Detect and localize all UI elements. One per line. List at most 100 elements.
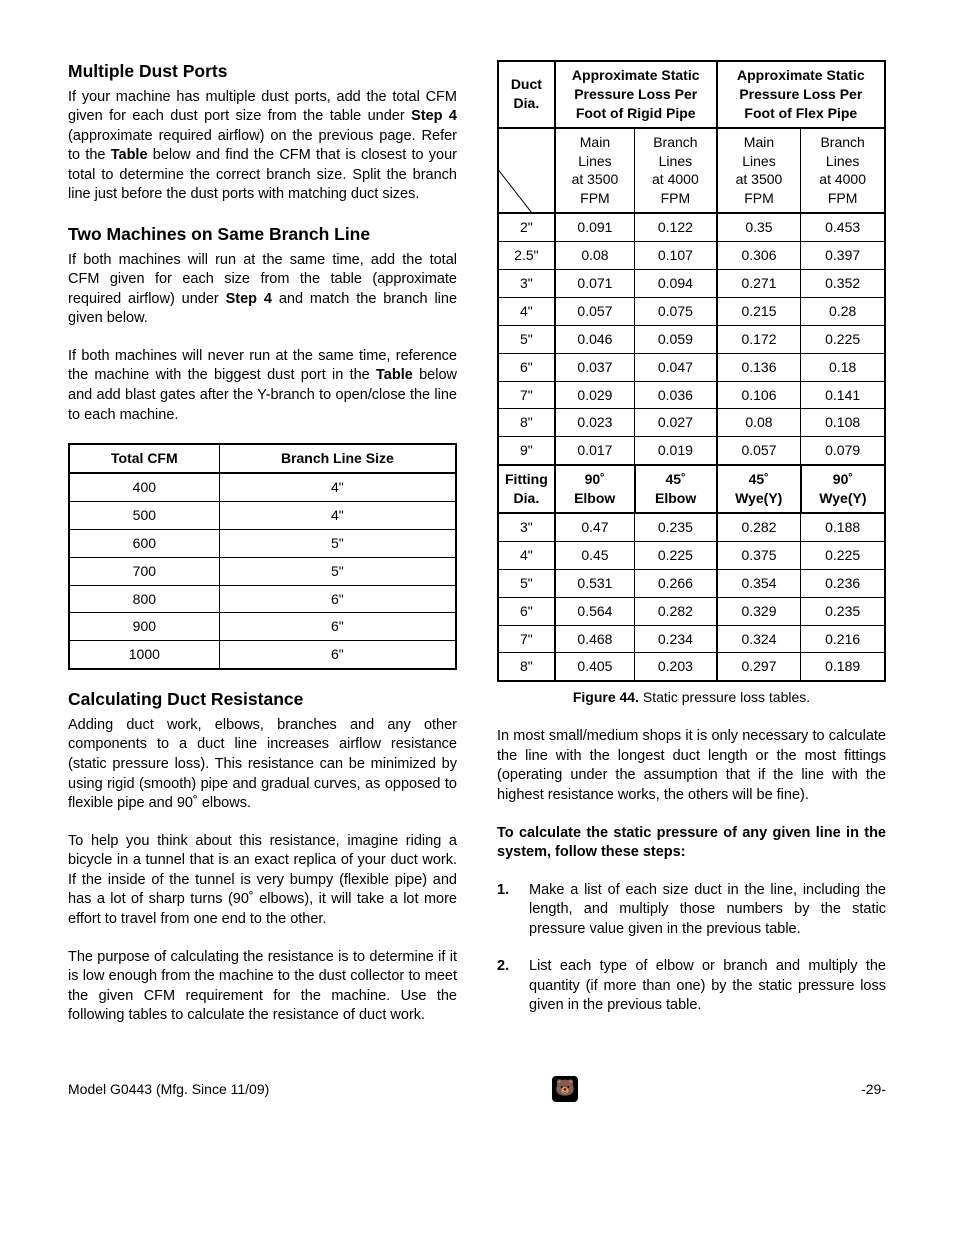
table-header: Total CFM	[69, 444, 219, 473]
table-cell: 6"	[219, 641, 456, 669]
table-cell: 6"	[498, 353, 555, 381]
bear-logo-icon: 🐻	[552, 1076, 578, 1102]
table-cell: 0.017	[555, 437, 635, 465]
table-cell: 0.057	[717, 437, 801, 465]
table-cell: 700	[69, 557, 219, 585]
table-cell: 0.215	[717, 297, 801, 325]
table-subheader: MainLinesat 3500FPM	[555, 128, 635, 214]
footer-page-number: -29-	[861, 1080, 886, 1099]
table-cell: 0.075	[635, 297, 717, 325]
right-column: DuctDia.Approximate Static Pressure Loss…	[497, 60, 886, 1034]
table-cell: 4"	[219, 501, 456, 529]
heading-calc-duct-resistance: Calculating Duct Resistance	[68, 688, 457, 712]
table-cell: 5"	[219, 557, 456, 585]
table-cell: 0.397	[801, 242, 885, 270]
static-pressure-table: DuctDia.Approximate Static Pressure Loss…	[497, 60, 886, 682]
table-cell: 0.453	[801, 213, 885, 241]
table-subheader: BranchLinesat 4000FPM	[801, 128, 885, 214]
table-cell: 0.45	[555, 541, 635, 569]
table-cell: 0.234	[635, 625, 717, 653]
table-cell: 0.306	[717, 242, 801, 270]
paragraph: If both machines will never run at the s…	[68, 347, 457, 425]
table-cell: 0.136	[717, 353, 801, 381]
heading-multiple-dust-ports: Multiple Dust Ports	[68, 60, 457, 84]
table-cell: 0.019	[635, 437, 717, 465]
heading-two-machines: Two Machines on Same Branch Line	[68, 223, 457, 247]
table-cell: 0.282	[717, 513, 801, 541]
table-cell: 0.122	[635, 213, 717, 241]
paragraph: The purpose of calculating the resistanc…	[68, 948, 457, 1026]
table-header: 90˚Elbow	[555, 465, 635, 513]
table-cell: 5"	[219, 529, 456, 557]
table-cell: 0.108	[801, 409, 885, 437]
table-cell: 0.036	[635, 381, 717, 409]
table-cell: 0.216	[801, 625, 885, 653]
table-cell: 5"	[498, 325, 555, 353]
steps-list: Make a list of each size duct in the lin…	[497, 881, 886, 1016]
page-footer: Model G0443 (Mfg. Since 11/09) 🐻 -29-	[68, 1076, 886, 1102]
table-cell: 0.037	[555, 353, 635, 381]
table-cell: 0.059	[635, 325, 717, 353]
table-cell: 0.375	[717, 541, 801, 569]
table-cell: 0.027	[635, 409, 717, 437]
table-cell: 0.094	[635, 270, 717, 298]
step-item: List each type of elbow or branch and mu…	[497, 957, 886, 1016]
table-cell: 0.564	[555, 597, 635, 625]
paragraph: Adding duct work, elbows, branches and a…	[68, 716, 457, 814]
step-item: Make a list of each size duct in the lin…	[497, 881, 886, 940]
table-cell: 0.236	[801, 569, 885, 597]
table-cell: 6"	[219, 585, 456, 613]
table-cell: 0.046	[555, 325, 635, 353]
table-cell: 5"	[498, 569, 555, 597]
table-cell: 7"	[498, 625, 555, 653]
table-cell: 0.271	[717, 270, 801, 298]
table-cell: 0.282	[635, 597, 717, 625]
table-cell: 0.189	[801, 653, 885, 681]
figure-caption: Figure 44. Static pressure loss tables.	[497, 688, 886, 707]
paragraph: In most small/medium shops it is only ne…	[497, 727, 886, 805]
diagonal-cell	[498, 128, 555, 214]
table-cell: 600	[69, 529, 219, 557]
table-cell: 3"	[498, 270, 555, 298]
table-cell: 0.079	[801, 437, 885, 465]
table-cell: 0.071	[555, 270, 635, 298]
table-cell: 4"	[498, 541, 555, 569]
table-cell: 7"	[498, 381, 555, 409]
table-header: Approximate Static Pressure Loss Per Foo…	[717, 61, 885, 128]
table-header: 45˚Wye(Y)	[717, 465, 801, 513]
table-cell: 0.225	[801, 325, 885, 353]
table-cell: 0.08	[555, 242, 635, 270]
table-cell: 0.235	[801, 597, 885, 625]
table-header: DuctDia.	[498, 61, 555, 128]
table-cell: 4"	[219, 473, 456, 501]
table-cell: 0.47	[555, 513, 635, 541]
table-cell: 8"	[498, 653, 555, 681]
table-cell: 0.225	[801, 541, 885, 569]
table-cell: 0.297	[717, 653, 801, 681]
paragraph: If both machines will run at the same ti…	[68, 251, 457, 329]
table-cell: 0.023	[555, 409, 635, 437]
table-cell: 900	[69, 613, 219, 641]
table-header: 45˚Elbow	[635, 465, 717, 513]
table-cell: 9"	[498, 437, 555, 465]
paragraph: If your machine has multiple dust ports,…	[68, 88, 457, 205]
table-cell: 0.354	[717, 569, 801, 597]
table-cell: 0.188	[801, 513, 885, 541]
table-cell: 0.28	[801, 297, 885, 325]
table-cell: 3"	[498, 513, 555, 541]
table-cell: 0.141	[801, 381, 885, 409]
cfm-branch-table: Total CFMBranch Line Size4004"5004"6005"…	[68, 443, 457, 670]
table-cell: 0.235	[635, 513, 717, 541]
table-cell: 6"	[219, 613, 456, 641]
table-cell: 2"	[498, 213, 555, 241]
table-header: 90˚Wye(Y)	[801, 465, 885, 513]
table-cell: 0.029	[555, 381, 635, 409]
table-cell: 1000	[69, 641, 219, 669]
table-cell: 0.203	[635, 653, 717, 681]
table-header: Approximate Static Pressure Loss Per Foo…	[555, 61, 717, 128]
table-cell: 4"	[498, 297, 555, 325]
table-cell: 0.468	[555, 625, 635, 653]
table-cell: 0.172	[717, 325, 801, 353]
table-cell: 400	[69, 473, 219, 501]
table-cell: 0.266	[635, 569, 717, 597]
